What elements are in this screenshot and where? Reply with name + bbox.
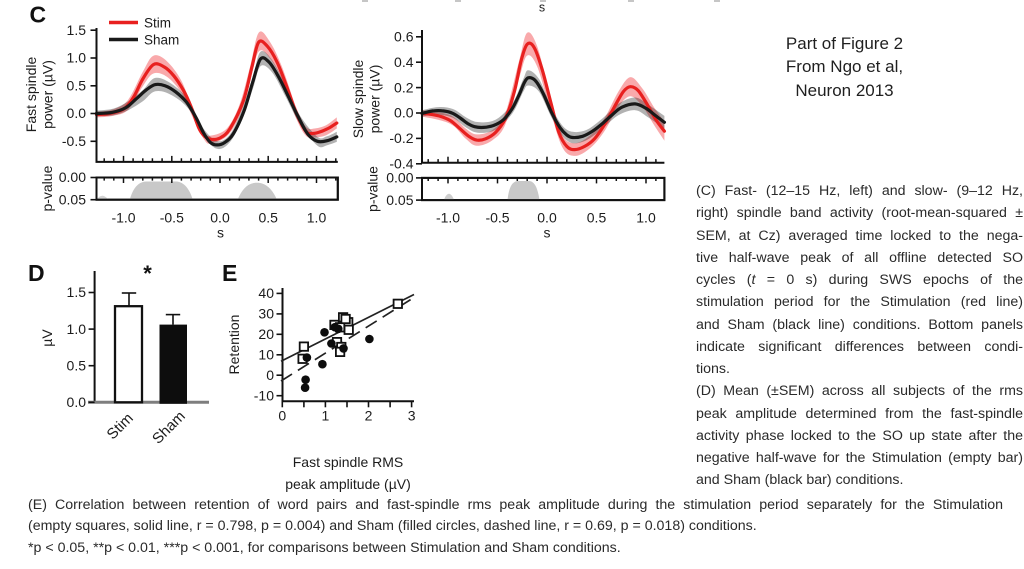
svg-text:1.0: 1.0 — [67, 50, 87, 66]
svg-text:40: 40 — [258, 285, 274, 301]
svg-text:-0.5: -0.5 — [62, 133, 86, 149]
svg-text:-10: -10 — [254, 387, 274, 403]
svg-text:Fast spindle: Fast spindle — [23, 57, 39, 133]
svg-text:0.05: 0.05 — [386, 192, 413, 208]
svg-text:0.0: 0.0 — [67, 105, 87, 121]
svg-text:p-value: p-value — [39, 165, 55, 211]
svg-text:0.0: 0.0 — [537, 210, 557, 226]
svg-text:-0.2: -0.2 — [389, 130, 413, 146]
svg-text:C: C — [30, 1, 47, 27]
svg-text:20: 20 — [258, 326, 274, 342]
svg-text:power (µV): power (µV) — [40, 60, 56, 129]
svg-text:0: 0 — [266, 367, 274, 383]
svg-text:0.00: 0.00 — [59, 169, 86, 185]
svg-text:-1.0: -1.0 — [111, 210, 135, 226]
svg-text:1.0: 1.0 — [307, 210, 327, 226]
svg-text:Sham: Sham — [144, 33, 179, 48]
svg-text:1.5: 1.5 — [67, 22, 87, 38]
svg-text:p-value: p-value — [365, 166, 381, 212]
svg-text:0.5: 0.5 — [258, 210, 278, 226]
svg-text:peak amplitude (µV): peak amplitude (µV) — [285, 476, 411, 492]
svg-text:-0.5: -0.5 — [485, 210, 509, 226]
svg-text:D: D — [28, 260, 45, 286]
svg-text:s: s — [544, 225, 551, 241]
svg-text:0.0: 0.0 — [210, 210, 230, 226]
svg-text:10: 10 — [258, 347, 274, 363]
svg-text:0.05: 0.05 — [59, 191, 86, 207]
svg-text:1.0: 1.0 — [636, 210, 656, 226]
svg-text:E: E — [222, 260, 237, 286]
svg-text:0.00: 0.00 — [386, 170, 413, 186]
svg-text:Slow spindle: Slow spindle — [350, 59, 366, 138]
svg-text:Fast spindle RMS: Fast spindle RMS — [293, 454, 403, 470]
svg-text:s: s — [217, 225, 224, 241]
svg-text:Retention: Retention — [226, 315, 242, 375]
svg-text:30: 30 — [258, 306, 274, 322]
svg-text:*: * — [143, 261, 152, 286]
svg-text:2: 2 — [365, 408, 373, 424]
svg-text:3: 3 — [408, 408, 416, 424]
svg-text:0.5: 0.5 — [587, 210, 607, 226]
svg-text:0.2: 0.2 — [394, 79, 414, 95]
svg-text:0.5: 0.5 — [67, 357, 87, 373]
svg-text:-0.5: -0.5 — [160, 210, 184, 226]
svg-text:Stim: Stim — [104, 410, 137, 443]
svg-text:0.5: 0.5 — [67, 78, 87, 94]
svg-text:0.0: 0.0 — [67, 394, 87, 410]
svg-text:1: 1 — [322, 408, 330, 424]
svg-text:Sham: Sham — [149, 408, 189, 448]
svg-text:power (µV): power (µV) — [367, 65, 383, 134]
svg-text:-1.0: -1.0 — [436, 210, 460, 226]
svg-text:0.6: 0.6 — [394, 29, 414, 45]
svg-text:-0.4: -0.4 — [389, 156, 413, 172]
svg-text:0: 0 — [278, 408, 286, 424]
svg-text:0.4: 0.4 — [394, 54, 414, 70]
svg-text:Stim: Stim — [144, 16, 171, 31]
svg-text:1.5: 1.5 — [67, 284, 87, 300]
svg-text:µV: µV — [39, 329, 55, 347]
svg-text:s: s — [539, 1, 545, 15]
svg-text:1.0: 1.0 — [67, 321, 87, 337]
svg-text:0.0: 0.0 — [394, 105, 414, 121]
